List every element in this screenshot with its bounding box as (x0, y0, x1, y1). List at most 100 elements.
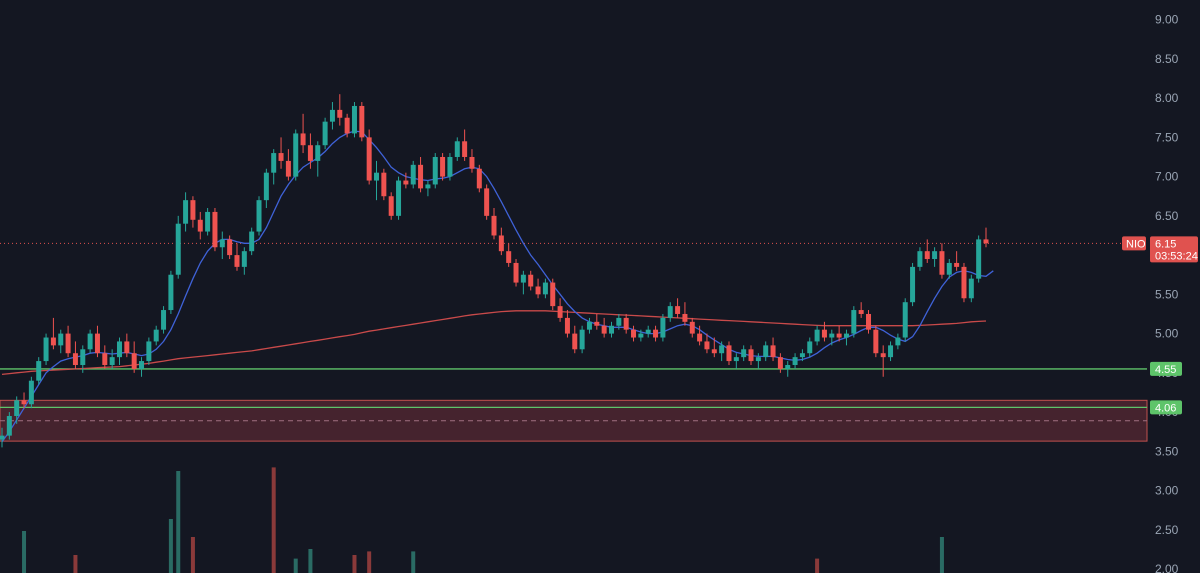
candle-body (843, 333, 849, 338)
candle-body (895, 337, 901, 346)
candle-body (946, 262, 952, 275)
volume-bar (271, 467, 276, 573)
candle-body (667, 306, 673, 318)
price-axis-tick: 5.50 (1155, 287, 1179, 301)
moving-averages (1, 130, 994, 443)
price-axis-tick: 8.50 (1155, 52, 1179, 66)
candle-body (777, 357, 783, 369)
candle-body (28, 380, 34, 405)
price-axis-tick: 6.50 (1155, 209, 1179, 223)
last-price-label: 6.15 (1155, 238, 1176, 250)
candle-body (432, 156, 438, 185)
candle-body (572, 333, 578, 350)
candle-body (836, 333, 842, 338)
candle-body (682, 313, 688, 322)
candle-body (528, 274, 534, 287)
candle-body (910, 266, 916, 303)
candle-body (227, 239, 233, 256)
candle-body (219, 239, 225, 248)
price-axis-tick: 9.00 (1155, 13, 1179, 27)
volume-bar (176, 471, 181, 573)
candle-body (623, 317, 629, 330)
candle-body (608, 325, 614, 334)
candle-body (638, 333, 644, 338)
candle-body (741, 349, 747, 358)
level-tag-label: 4.06 (1155, 402, 1176, 414)
candle-body (513, 262, 519, 283)
candle-body (249, 231, 255, 252)
candle-body (102, 353, 108, 365)
candle-body (520, 274, 526, 283)
candle-body (564, 317, 570, 334)
candle-body (234, 255, 240, 267)
candle-body (542, 282, 548, 295)
candle-body (425, 184, 431, 189)
candle-body (939, 251, 945, 275)
candle-body (807, 341, 813, 354)
candle-body (124, 341, 130, 354)
support-zone (0, 399, 1148, 442)
candle-body (256, 200, 262, 232)
candle-body (550, 282, 556, 307)
candle-body (476, 168, 482, 189)
candle-body (689, 321, 695, 334)
candle-body (329, 109, 335, 122)
candle-body (6, 416, 12, 436)
candle-body (344, 117, 350, 134)
symbol-label: NIO (1126, 238, 1146, 250)
candlesticks (0, 94, 989, 448)
candle-body (983, 239, 989, 244)
candle-body (491, 215, 497, 236)
candle-body (866, 313, 872, 330)
price-axis-tick: 8.00 (1155, 91, 1179, 105)
candle-body (462, 141, 468, 157)
candle-body (733, 357, 739, 362)
candle-body (785, 364, 791, 369)
volume-bar (190, 537, 195, 573)
candle-body (359, 105, 365, 138)
candle-body (43, 337, 49, 362)
candle-body (792, 357, 798, 365)
candle-body (763, 345, 769, 358)
candle-body (374, 172, 380, 181)
level-tag-label: 4.55 (1155, 364, 1176, 376)
candle-body (880, 353, 886, 358)
volume-bar (352, 555, 357, 573)
candle-body (58, 333, 64, 346)
candle-body (902, 302, 908, 338)
candle-body (241, 251, 247, 267)
volume-bar (73, 555, 78, 573)
price-axis-tick: 7.00 (1155, 170, 1179, 184)
candle-body (418, 164, 424, 189)
candle-body (87, 333, 93, 350)
candle-body (711, 349, 717, 354)
candle-body (351, 105, 357, 134)
price-axis-tick: 5.00 (1155, 327, 1179, 341)
candle-body (337, 109, 343, 118)
volume-bar (815, 558, 820, 573)
candle-body (976, 239, 982, 279)
candle-body (271, 153, 277, 173)
volume-bar (939, 537, 944, 573)
candle-body (697, 333, 703, 342)
level-tag (1150, 400, 1182, 415)
candle-body (821, 329, 827, 338)
slow-moving-average-line (1, 310, 987, 376)
price-axis-tick: 7.50 (1155, 130, 1179, 144)
candle-body (704, 341, 710, 350)
candle-body (300, 133, 306, 146)
candle-body (168, 274, 174, 311)
volume-bar (367, 551, 372, 573)
candle-body (484, 188, 490, 216)
candle-body (161, 310, 167, 330)
candle-body (447, 156, 453, 177)
price-axis-tick: 2.00 (1155, 562, 1179, 573)
volume-bar (168, 519, 173, 573)
candle-body (535, 286, 541, 295)
candle-body (924, 251, 930, 260)
candle-body (322, 121, 328, 146)
candle-body (498, 235, 504, 252)
candle-body (80, 349, 86, 365)
